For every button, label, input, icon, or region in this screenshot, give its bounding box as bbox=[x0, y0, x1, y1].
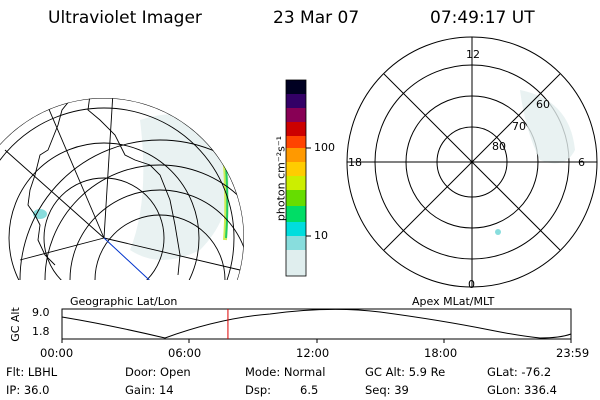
mlt-label-0: 0 bbox=[468, 278, 475, 291]
aurora-faint-region bbox=[130, 114, 230, 261]
gc-alt-axis-label: GC Alt bbox=[8, 307, 22, 342]
glon-status: GLon: 336.4 bbox=[487, 383, 557, 397]
gc-alt-status: GC Alt: 5.9 Re bbox=[365, 365, 446, 379]
longitude-grid bbox=[4, 98, 241, 271]
glat-status: GLat: -76.2 bbox=[487, 365, 552, 379]
mlt-label-18: 18 bbox=[348, 156, 362, 169]
dsp-label: Dsp: bbox=[245, 383, 272, 397]
right-panel-caption: Apex MLat/MLT bbox=[412, 295, 495, 308]
mode-status: Mode: Normal bbox=[245, 365, 326, 379]
aurora-spot bbox=[33, 209, 47, 219]
mlt-label-12: 12 bbox=[466, 48, 480, 61]
mlat-label-70: 70 bbox=[512, 120, 526, 133]
alt-y-top: 9.0 bbox=[32, 306, 50, 319]
image-time: 07:49:17 UT bbox=[430, 8, 535, 28]
gain-status: Gain: 14 bbox=[125, 383, 174, 397]
time-tick-0600: 06:00 bbox=[168, 346, 202, 360]
seq-status: Seq: 39 bbox=[365, 383, 409, 397]
time-tick-0000: 00:00 bbox=[40, 346, 74, 360]
alt-y-bottom: 1.8 bbox=[32, 325, 50, 338]
mlat-label-80: 80 bbox=[492, 140, 506, 153]
altitude-curve bbox=[61, 308, 572, 339]
dsp-value: 6.5 bbox=[300, 383, 319, 397]
colorbar bbox=[285, 79, 311, 277]
time-tick-1800: 18:00 bbox=[424, 346, 458, 360]
ip-status: IP: 36.0 bbox=[6, 383, 50, 397]
latitude-grid bbox=[0, 107, 244, 280]
mlt-label-6: 6 bbox=[578, 156, 585, 169]
colorbar-unit-label: photon cm⁻²s⁻¹ bbox=[274, 135, 288, 222]
instrument-title: Ultraviolet Imager bbox=[48, 8, 202, 28]
time-tick-2359: 23:59 bbox=[556, 346, 590, 360]
satellite-track bbox=[103, 237, 161, 280]
coastline bbox=[27, 98, 181, 276]
mlat-label-60: 60 bbox=[536, 98, 550, 111]
polar-mlat-mlt-plot bbox=[346, 36, 598, 288]
time-tick-1200: 12:00 bbox=[296, 346, 330, 360]
image-date: 23 Mar 07 bbox=[273, 8, 360, 28]
colorbar-tick-100: 100 bbox=[314, 141, 335, 154]
left-panel-caption: Geographic Lat/Lon bbox=[70, 295, 178, 308]
altitude-strip bbox=[61, 308, 572, 343]
filter-status: Flt: LBHL bbox=[6, 365, 58, 379]
geographic-map-panel bbox=[0, 98, 244, 280]
colorbar-tick-10: 10 bbox=[314, 229, 328, 242]
door-status: Door: Open bbox=[125, 365, 191, 379]
